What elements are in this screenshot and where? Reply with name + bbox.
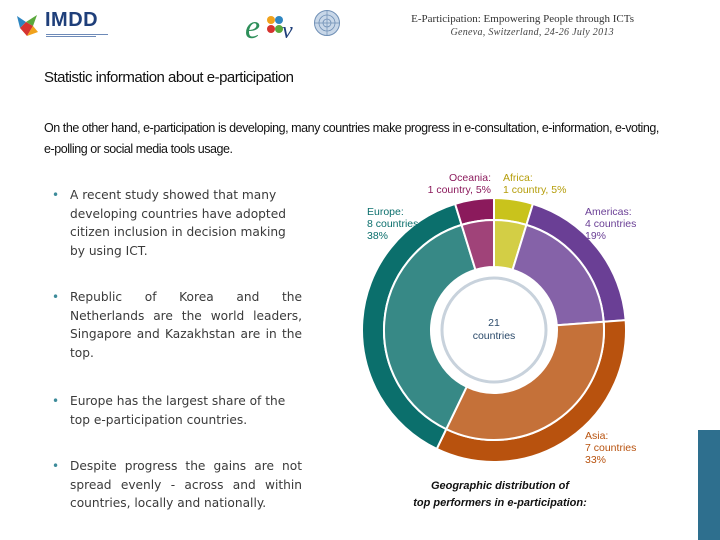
donut-label-line: 33% xyxy=(585,454,607,466)
donut-label-oceania: Oceania: 1 country, 5% xyxy=(428,172,491,196)
bullet-item: • A recent study showed that many develo… xyxy=(52,186,302,260)
un-emblem xyxy=(313,9,341,37)
bullet-text: Despite progress the gains are not sprea… xyxy=(70,459,302,510)
conference-subtitle: Geneva, Switzerland, 24-26 July 2013 xyxy=(450,27,614,38)
donut-label-line: Americas: xyxy=(585,206,632,218)
bullet-item: • Republic of Korea and the Netherlands … xyxy=(52,288,302,362)
donut-center xyxy=(440,276,548,384)
egov-logo: e v xyxy=(244,8,300,46)
donut-label-africa: Africa: 1 country, 5% xyxy=(503,172,566,196)
svg-text:e: e xyxy=(245,9,260,44)
decorative-sidebar xyxy=(698,430,720,540)
donut-label-asia: Asia: 7 countries 33% xyxy=(585,430,636,466)
donut-label-line: 7 countries xyxy=(585,442,637,454)
donut-label-line: 19% xyxy=(585,230,607,242)
donut-label-line: Oceania: xyxy=(448,172,491,184)
donut-label-line: 8 countries xyxy=(367,218,419,230)
donut-chart: 21 countries Africa: 1 country, 5% Americas… xyxy=(335,156,653,480)
chart-caption-line-2: top performers in e-participation: xyxy=(413,497,587,509)
donut-label-europe: Europe: 8 countries 38% xyxy=(367,206,418,242)
donut-label-line: Asia: xyxy=(585,430,609,442)
donut-label-line: 1 country, 5% xyxy=(503,184,567,196)
chart-caption-line-1: Geographic distribution of xyxy=(430,480,570,492)
donut-inner-slice-oceania xyxy=(460,218,495,272)
donut-label-line: Europe: xyxy=(367,206,404,218)
imdd-tagline xyxy=(46,33,108,39)
svg-text:v: v xyxy=(282,18,293,44)
bullet-text: Republic of Korea and the Netherlands ar… xyxy=(70,290,302,360)
donut-label-line: 1 country, 5% xyxy=(427,184,491,196)
donut-label-line: 4 countries xyxy=(585,218,637,230)
donut-label-americas: Americas: 4 countries 19% xyxy=(585,206,636,242)
bullet-icon: • xyxy=(52,188,60,202)
slide-header: IMDD e v E-Participation: Empowering Peo… xyxy=(0,0,720,52)
bullet-text: Europe has the largest share of the top … xyxy=(70,394,286,427)
imdd-logo-text: IMDD xyxy=(45,9,99,31)
bullet-text: A recent study showed that many developi… xyxy=(70,188,286,258)
imdd-mark-icon xyxy=(17,15,38,36)
donut-inner-slice-asia xyxy=(444,320,605,441)
bullet-icon: • xyxy=(52,290,60,304)
bullet-item: • Despite progress the gains are not spr… xyxy=(52,457,302,513)
slide-title: Statistic information about e-participat… xyxy=(44,69,294,86)
donut-label-line: Africa: xyxy=(503,172,533,184)
bullet-item: • Europe has the largest share of the to… xyxy=(52,392,302,429)
donut-inner-slice-europe xyxy=(383,223,477,431)
un-emblem-icon xyxy=(314,10,340,36)
donut-center-label: countries xyxy=(473,330,516,342)
donut-label-line: 38% xyxy=(367,230,389,242)
bullet-icon: • xyxy=(52,459,60,473)
donut-center-label: 21 xyxy=(488,317,500,329)
bullet-icon: • xyxy=(52,394,60,408)
imdd-logo: IMDD xyxy=(12,6,122,46)
intro-paragraph: On the other hand, e-participation is de… xyxy=(44,121,659,156)
conference-title: E-Participation: Empowering People throu… xyxy=(411,13,634,25)
egov-logo-icon: e v xyxy=(245,9,293,46)
chart-caption: Geographic distribution of top performer… xyxy=(395,478,605,512)
